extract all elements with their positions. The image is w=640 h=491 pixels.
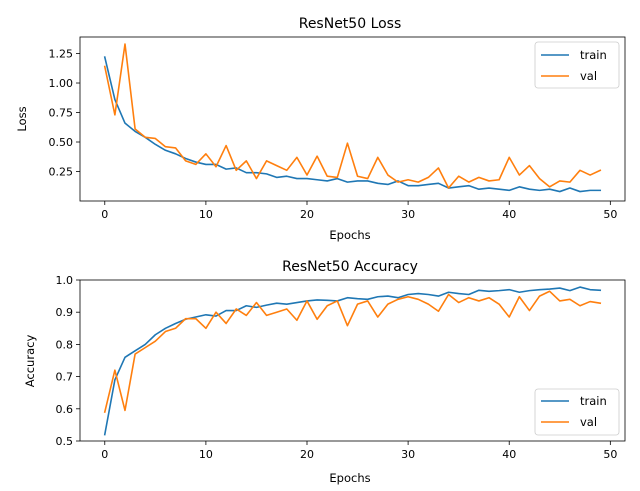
loss-x-tick-label: 0 <box>101 208 108 221</box>
loss-y-tick-label: 1.25 <box>49 48 74 61</box>
accuracy-x-axis-label: Epochs <box>329 471 370 485</box>
loss-plot-frame <box>79 36 626 202</box>
loss-chart: ResNet50 Loss 0 10 20 30 40 50 0.25 0.50 0.75 1.… <box>15 16 626 242</box>
accuracy-series-val-line <box>103 290 602 413</box>
loss-y-tick-label: 0.25 <box>49 166 74 179</box>
accuracy-series-train-line <box>103 286 602 436</box>
accuracy-x-tick-label: 30 <box>401 448 415 461</box>
accuracy-y-tick-label: 0.6 <box>56 403 74 416</box>
loss-legend: train val <box>534 41 620 89</box>
loss-y-axis-label: Loss <box>15 106 29 131</box>
accuracy-x-tick-label: 10 <box>199 448 213 461</box>
loss-chart-title: ResNet50 Loss <box>299 16 402 32</box>
loss-series-train-line <box>103 56 602 193</box>
loss-legend-train-label: train <box>580 48 607 62</box>
accuracy-x-tick-label: 50 <box>603 448 617 461</box>
loss-legend-val-label: val <box>580 69 597 83</box>
accuracy-y-tick-label: 0.5 <box>56 435 74 448</box>
accuracy-chart: ResNet50 Accuracy 0 10 20 30 40 50 0.5 0.6 0.7 0… <box>23 259 626 485</box>
accuracy-x-tick-label: 20 <box>300 448 314 461</box>
loss-x-tick-label: 30 <box>401 208 415 221</box>
accuracy-y-tick-label: 1.0 <box>56 274 74 287</box>
loss-x-tick-label: 50 <box>603 208 617 221</box>
accuracy-y-tick-label: 0.9 <box>56 306 74 319</box>
accuracy-legend-train-label: train <box>580 394 607 408</box>
loss-x-tick-label: 20 <box>300 208 314 221</box>
accuracy-chart-title: ResNet50 Accuracy <box>282 259 418 275</box>
accuracy-legend: train val <box>534 388 620 436</box>
loss-x-tick-label: 10 <box>199 208 213 221</box>
accuracy-x-tick-label: 40 <box>502 448 516 461</box>
accuracy-y-axis-label: Accuracy <box>23 335 37 388</box>
loss-x-tick-label: 40 <box>502 208 516 221</box>
loss-y-tick-label: 1.00 <box>49 77 74 90</box>
accuracy-y-tick-label: 0.8 <box>56 338 74 351</box>
loss-y-tick-label: 0.75 <box>49 107 74 120</box>
loss-x-axis-label: Epochs <box>329 228 370 242</box>
accuracy-x-tick-label: 0 <box>101 448 108 461</box>
loss-series-val-line <box>103 43 602 189</box>
accuracy-plot-frame <box>79 279 626 442</box>
loss-y-tick-label: 0.50 <box>49 136 74 149</box>
accuracy-y-tick-label: 0.7 <box>56 371 74 384</box>
accuracy-legend-val-label: val <box>580 415 597 429</box>
